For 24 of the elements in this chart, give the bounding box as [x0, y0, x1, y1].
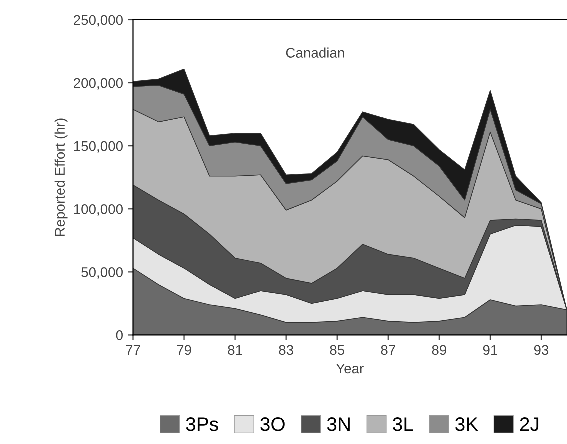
x-tick-label: 77 [126, 345, 140, 356]
y-tick-label: 150,000 [74, 141, 123, 153]
legend-label: 3N [327, 418, 350, 432]
x-tick-label: 91 [483, 345, 498, 356]
x-tick-label: 85 [330, 345, 345, 356]
legend-label: 2J [520, 418, 539, 432]
y-axis-title: Reported Effort (hr) [54, 118, 68, 236]
y-tick-label: 0 [116, 330, 123, 340]
x-tick-label: 83 [279, 345, 294, 356]
x-tick-label: 93 [534, 345, 549, 356]
legend-label: 3K [456, 418, 478, 432]
x-tick-label: 87 [381, 345, 396, 356]
y-tick-label: 250,000 [74, 15, 123, 27]
legend-label: 3L [393, 418, 414, 432]
x-tick-label: 81 [228, 345, 242, 356]
x-tick-label: 79 [177, 345, 192, 356]
y-tick-label: 200,000 [74, 78, 123, 90]
annotation: Canadian [286, 48, 344, 58]
legend-label: 3O [260, 418, 285, 432]
legend-label: 3Ps [186, 418, 218, 432]
x-tick-label: 89 [432, 345, 446, 356]
x-axis-title: Year [336, 364, 364, 374]
y-tick-label: 100,000 [74, 204, 123, 216]
y-tick-label: 50,000 [82, 268, 123, 279]
